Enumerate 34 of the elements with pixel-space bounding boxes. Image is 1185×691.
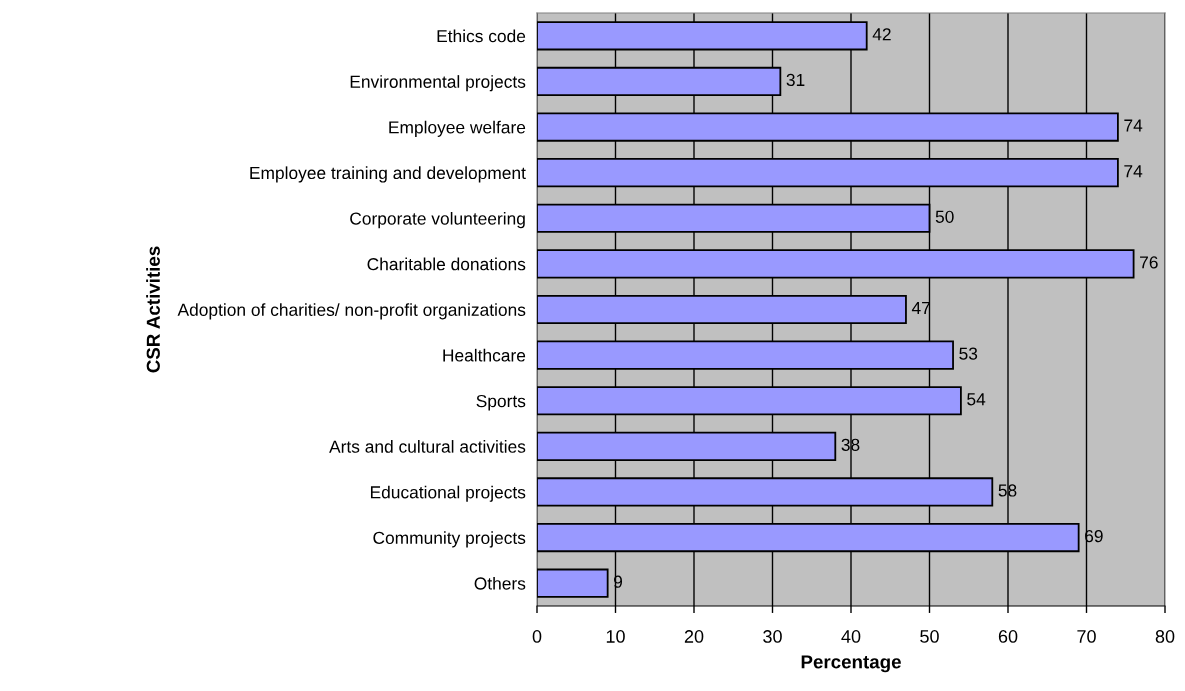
x-axis-title: Percentage [801, 655, 901, 673]
x-tick-label: 50 [920, 630, 939, 643]
y-tick-label: Employee welfare [389, 120, 526, 137]
data-label: 76 [1140, 256, 1158, 269]
y-tick-label: Corporate volunteering [350, 211, 525, 229]
y-tick-label: Employee training and development [250, 166, 526, 183]
data-label: 42 [872, 28, 891, 41]
bar [537, 568, 609, 598]
x-tick-label: 30 [763, 630, 782, 643]
y-tick-label: Charitable donations [367, 257, 526, 271]
x-tick-label: 20 [684, 630, 704, 643]
x-tick-label: 60 [998, 630, 1018, 643]
data-label: 54 [967, 393, 986, 406]
data-label: 74 [1124, 165, 1143, 178]
y-tick-label: Arts and cultural activities [329, 440, 526, 453]
x-tick-label: 70 [1077, 630, 1096, 643]
y-tick-label: Environmental projects [350, 75, 526, 92]
y-tick-label: Ethics code [437, 29, 526, 43]
data-label: 53 [959, 347, 978, 360]
x-tick-label: 40 [841, 630, 861, 643]
y-tick-label: Adoption of charities/ non-profit organizations [177, 303, 526, 320]
y-tick-label: Others [474, 576, 526, 590]
y-axis-title: CSR Activities [146, 246, 160, 373]
y-tick-label: Sports [476, 394, 526, 411]
y-tick-label: Healthcare [443, 348, 526, 362]
data-label: 74 [1124, 119, 1143, 132]
data-label: 31 [786, 73, 805, 87]
data-label: 47 [911, 302, 930, 314]
x-tick-label: 10 [606, 630, 625, 643]
x-tick-label: 80 [1155, 630, 1175, 643]
y-tick-label: Community projects [373, 531, 526, 548]
x-tick-label: 0 [532, 630, 542, 643]
y-tick-label: Educational projects [370, 485, 526, 502]
data-label: 50 [935, 210, 954, 223]
